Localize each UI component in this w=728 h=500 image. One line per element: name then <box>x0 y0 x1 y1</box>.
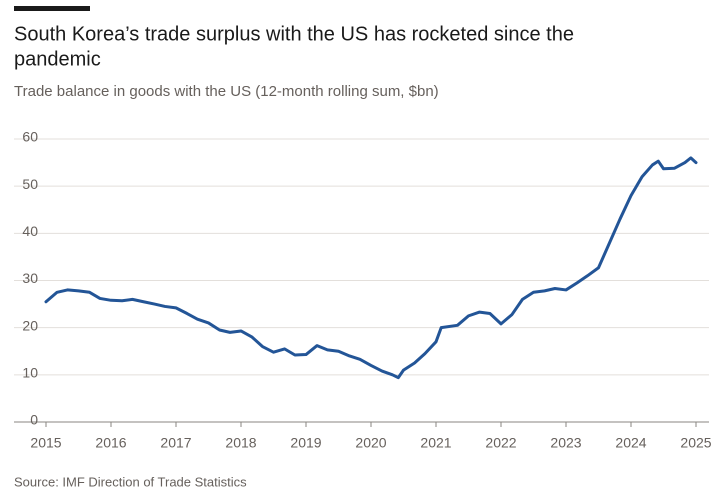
x-tick-label: 2025 <box>680 435 711 451</box>
x-tick-label: 2016 <box>95 435 126 451</box>
y-tick-label: 0 <box>30 412 38 428</box>
x-tick-label: 2015 <box>30 435 61 451</box>
y-tick-label: 50 <box>22 176 38 192</box>
y-tick-label: 10 <box>22 365 38 381</box>
y-tick-label: 60 <box>22 129 38 145</box>
header-bar <box>14 6 90 11</box>
x-tick-label: 2020 <box>355 435 386 451</box>
x-tick-label: 2018 <box>225 435 256 451</box>
y-tick-label: 20 <box>22 317 38 333</box>
x-tick-label: 2023 <box>550 435 581 451</box>
source: Source: IMF Direction of Trade Statistic… <box>14 474 247 489</box>
chart-title: pandemic <box>14 48 101 70</box>
chart-title: South Korea’s trade surplus with the US … <box>14 23 574 45</box>
chart-subtitle: Trade balance in goods with the US (12-m… <box>14 83 439 100</box>
x-tick-label: 2019 <box>290 435 321 451</box>
x-tick-label: 2021 <box>420 435 451 451</box>
x-tick-label: 2024 <box>615 435 646 451</box>
y-tick-label: 30 <box>22 270 38 286</box>
x-tick-label: 2017 <box>160 435 191 451</box>
x-tick-label: 2022 <box>485 435 516 451</box>
data-line <box>44 156 698 380</box>
y-tick-label: 40 <box>22 223 38 239</box>
